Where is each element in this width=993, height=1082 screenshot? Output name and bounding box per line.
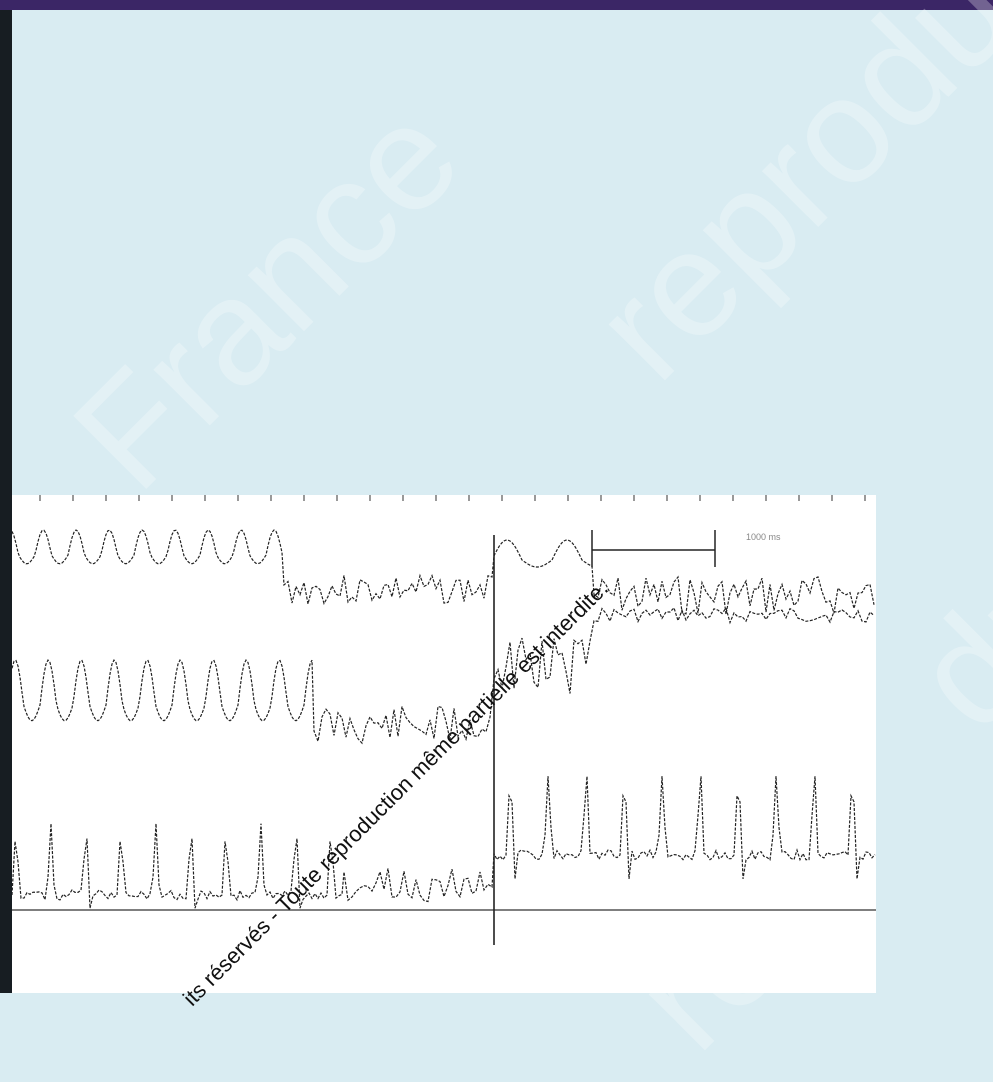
time-ticks — [39, 495, 866, 501]
ecg-lead-1 — [12, 529, 875, 615]
top-bar — [0, 0, 993, 10]
scale-bar — [591, 530, 716, 567]
scale-label: 1000 ms — [746, 532, 781, 542]
left-edge — [0, 10, 12, 993]
ecg-lead-2 — [12, 606, 875, 745]
ecg-lead-3 — [12, 776, 876, 909]
ecg-tracing-panel — [12, 495, 876, 993]
ecg-tracing — [12, 495, 876, 945]
